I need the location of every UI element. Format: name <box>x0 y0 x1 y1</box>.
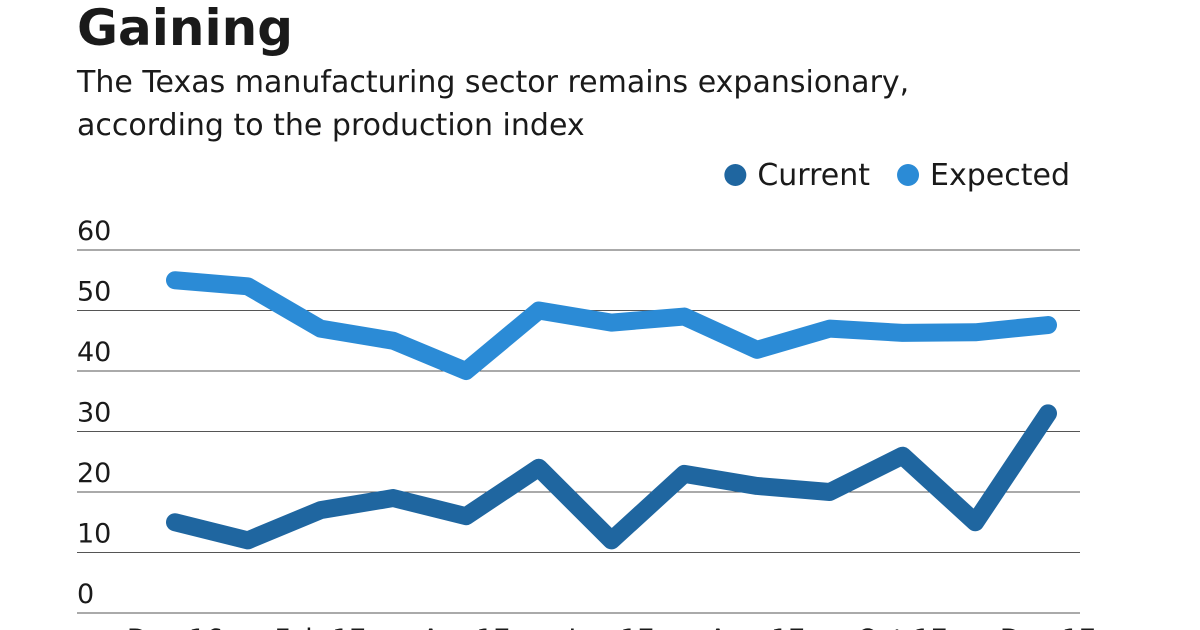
y-tick-label: 0 <box>77 579 94 610</box>
x-tick-label: Aug-17 <box>709 624 806 630</box>
y-tick-label: 60 <box>77 216 111 247</box>
legend: Expected Current <box>724 158 1070 193</box>
chart-subtitle: The Texas manufacturing sector remains e… <box>76 65 909 100</box>
x-tick-label: Dec-17 <box>1000 624 1096 630</box>
y-tick-label: 20 <box>77 458 111 489</box>
x-tick-label: Jun-17 <box>566 624 654 630</box>
y-tick-label: 50 <box>77 277 111 308</box>
legend-marker <box>724 164 747 186</box>
x-tick-label: Dec-16 <box>127 624 223 630</box>
line-series <box>166 271 1057 380</box>
line-series <box>166 404 1057 550</box>
y-tick-label: 40 <box>77 337 111 368</box>
chart-title: Gaining <box>77 0 293 57</box>
legend-label: Expected <box>930 158 1070 193</box>
y-tick-label: 10 <box>77 519 111 550</box>
y-tick-label: 30 <box>77 398 111 429</box>
legend-label: Current <box>757 158 870 193</box>
chart-subtitle: according to the production index <box>77 108 585 143</box>
x-tick-label: Oct-17 <box>857 624 948 630</box>
x-tick-label: Feb-17 <box>275 624 367 630</box>
x-tick-label: Apr-17 <box>421 624 510 630</box>
legend-marker <box>897 164 920 186</box>
